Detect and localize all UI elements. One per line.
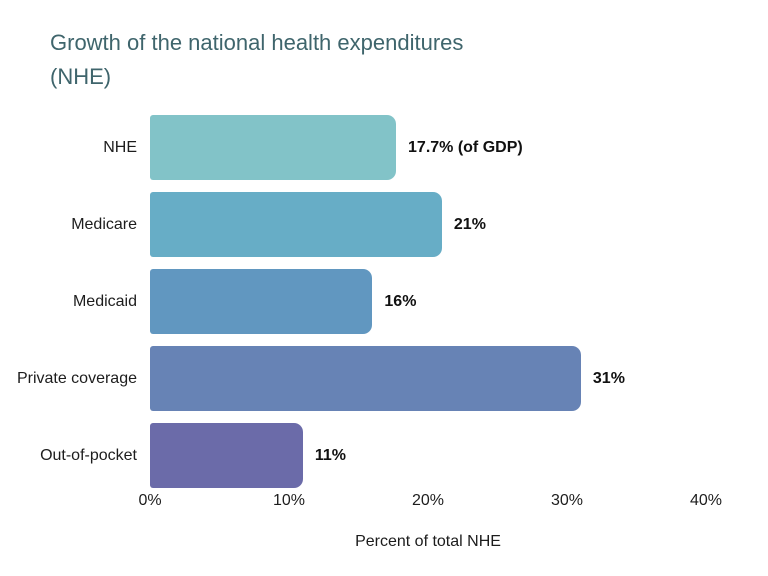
x-axis: 0% 10% 20% 30% 40% bbox=[138, 492, 722, 514]
chart-title: Growth of the national health expenditur… bbox=[50, 26, 610, 94]
category-label: NHE bbox=[103, 138, 137, 156]
bar-track: 16% bbox=[150, 269, 706, 334]
bar-value-label: 16% bbox=[384, 292, 417, 310]
chart-title-line-2: (NHE) bbox=[50, 64, 112, 89]
bar bbox=[150, 115, 397, 180]
bar-value-label: 11% bbox=[314, 446, 347, 464]
bar-value-label: 21% bbox=[453, 215, 486, 233]
bar-track: 11% bbox=[150, 423, 706, 488]
category-label: Medicare bbox=[71, 215, 137, 233]
chart-title-line-1: Growth of the national health expenditur… bbox=[50, 30, 464, 55]
bar-value-label: 31% bbox=[592, 369, 625, 387]
x-tick-label: 30% bbox=[550, 492, 584, 509]
category-label: Private coverage bbox=[16, 369, 137, 387]
bar-row: Medicaid 16% bbox=[0, 269, 768, 334]
bar-track: 31% bbox=[150, 346, 706, 411]
bar-row: NHE 17.7% (of GDP) bbox=[0, 115, 768, 180]
category-label: Out-of-pocket bbox=[40, 446, 137, 464]
bar-row: Medicare 21% bbox=[0, 192, 768, 257]
bar-row: Out-of-pocket 11% bbox=[0, 423, 768, 488]
bar-row: Private coverage 31% bbox=[0, 346, 768, 411]
bar bbox=[150, 346, 581, 411]
bar-track: 21% bbox=[150, 192, 706, 257]
bar bbox=[150, 423, 303, 488]
x-tick-label: 40% bbox=[689, 492, 723, 509]
x-tick-label: 0% bbox=[138, 492, 162, 509]
bar bbox=[150, 192, 442, 257]
x-tick-label: 20% bbox=[411, 492, 445, 509]
category-label: Medicaid bbox=[72, 292, 137, 310]
bar-track: 17.7% (of GDP) bbox=[150, 115, 706, 180]
x-tick-label: 10% bbox=[272, 492, 306, 509]
bar-value-label: 17.7% (of GDP) bbox=[408, 138, 523, 156]
bar bbox=[150, 269, 373, 334]
x-axis-title: Percent of total NHE bbox=[355, 533, 501, 550]
bar-rows: NHE 17.7% (of GDP) Medicare 21% Medicaid 16% P… bbox=[0, 115, 768, 500]
